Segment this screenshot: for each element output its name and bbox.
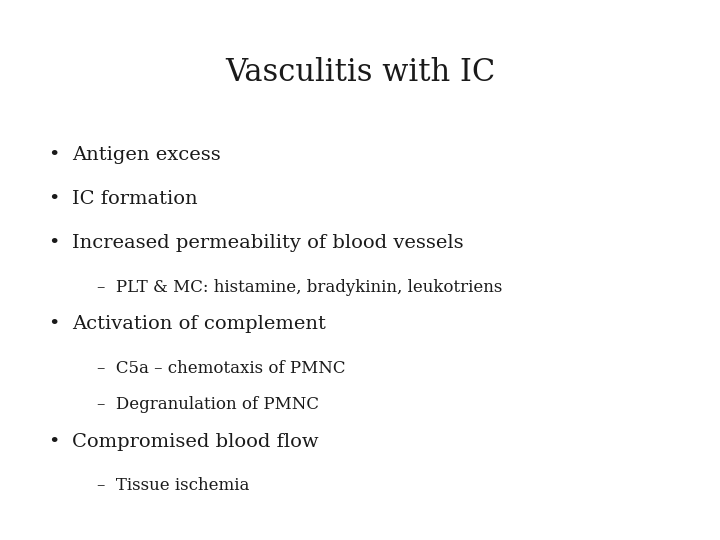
Text: –  PLT & MC: histamine, bradykinin, leukotriens: – PLT & MC: histamine, bradykinin, leuko… xyxy=(97,279,503,295)
Text: –  Degranulation of PMNC: – Degranulation of PMNC xyxy=(97,396,319,413)
Text: Compromised blood flow: Compromised blood flow xyxy=(72,433,319,451)
Text: –  C5a – chemotaxis of PMNC: – C5a – chemotaxis of PMNC xyxy=(97,360,346,376)
Text: Antigen excess: Antigen excess xyxy=(72,146,221,164)
Text: –  Tissue ischemia: – Tissue ischemia xyxy=(97,477,250,494)
Text: •: • xyxy=(48,234,60,252)
Text: •: • xyxy=(48,433,60,451)
Text: Vasculitis with IC: Vasculitis with IC xyxy=(225,57,495,87)
Text: IC formation: IC formation xyxy=(72,190,197,208)
Text: •: • xyxy=(48,146,60,164)
Text: •: • xyxy=(48,315,60,333)
Text: Activation of complement: Activation of complement xyxy=(72,315,326,333)
Text: •: • xyxy=(48,190,60,208)
Text: Increased permeability of blood vessels: Increased permeability of blood vessels xyxy=(72,234,464,252)
